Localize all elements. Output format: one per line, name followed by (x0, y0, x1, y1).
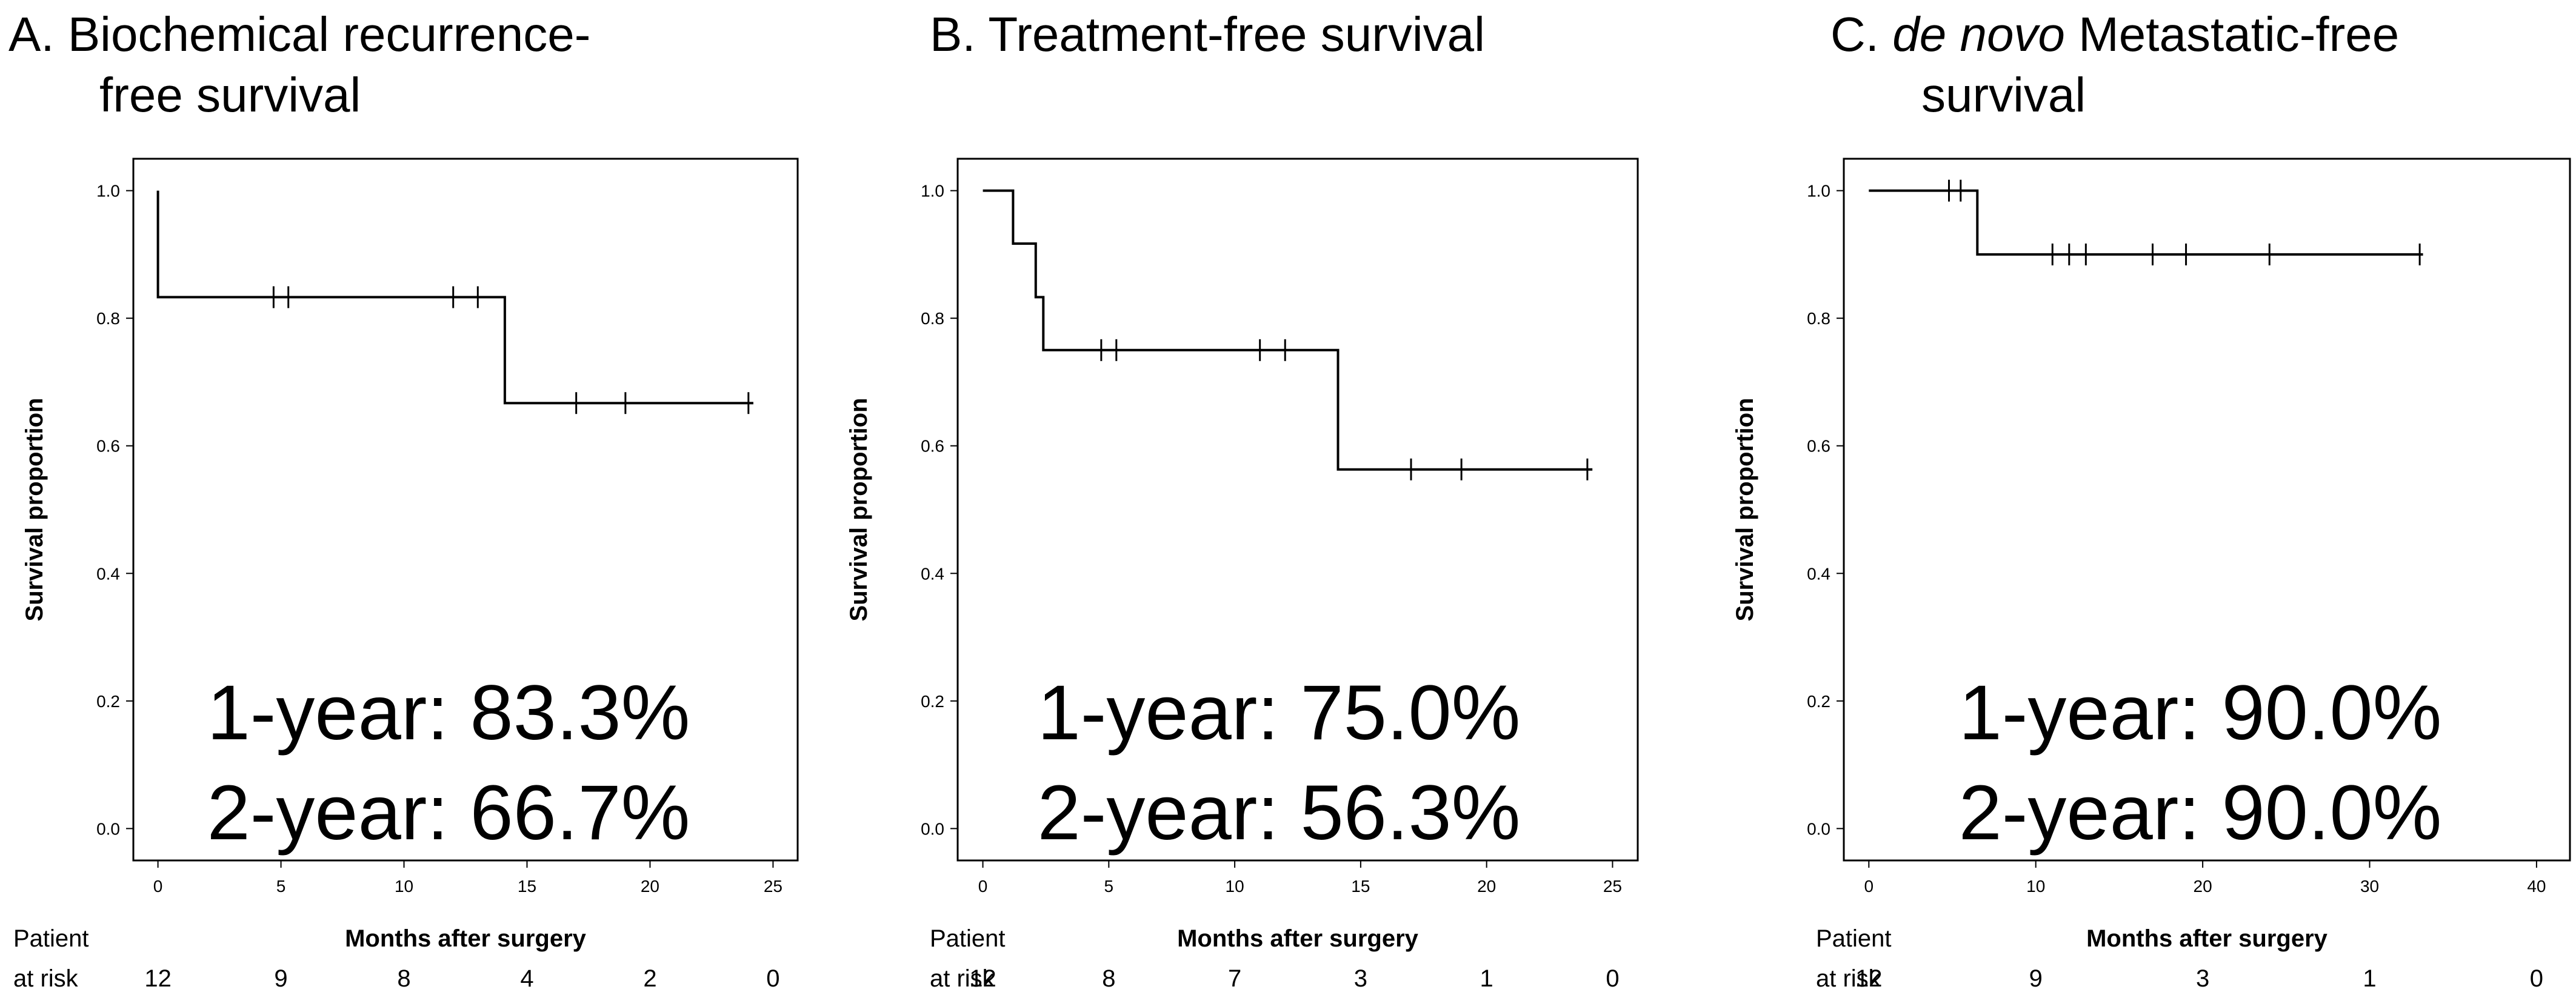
at-risk-count: 12 (144, 965, 172, 992)
x-tick-label: 0 (1864, 877, 1874, 896)
risk-header-line1: Patient (13, 925, 89, 952)
x-tick-label: 10 (2026, 877, 2045, 896)
panel-title-italic: de novo (1892, 7, 2065, 61)
at-risk-count: 0 (1606, 965, 1619, 992)
y-tick-label: 0.8 (1807, 309, 1830, 328)
at-risk-count: 9 (2029, 965, 2043, 992)
y-tick-label: 0.4 (1807, 564, 1830, 583)
y-tick-label: 0.2 (96, 692, 120, 711)
at-risk-count: 3 (2196, 965, 2209, 992)
y-tick-label: 0.2 (921, 692, 944, 711)
risk-header-line2: at risk (930, 965, 995, 992)
two-year-estimate: 2-year: 66.7% (207, 770, 690, 856)
x-tick-label: 30 (2360, 877, 2379, 896)
x-tick-label: 20 (2194, 877, 2212, 896)
at-risk-count: 8 (1102, 965, 1115, 992)
x-tick-label: 20 (1477, 877, 1496, 896)
x-tick-label: 0 (153, 877, 163, 896)
at-risk-count: 1 (1480, 965, 1493, 992)
panel-title: B. Treatment-free survival (930, 7, 1485, 61)
y-tick-label: 1.0 (96, 182, 120, 201)
at-risk-count: 2 (643, 965, 656, 992)
plot-frame (1843, 158, 2571, 862)
y-tick-label: 0.0 (921, 819, 944, 838)
panel-label: A. (8, 7, 68, 61)
one-year-estimate: 1-year: 83.3% (207, 670, 690, 756)
survival-curve (1869, 189, 2423, 256)
x-tick-label: 5 (1104, 877, 1114, 896)
x-tick-label: 25 (1603, 877, 1622, 896)
survival-curve (156, 190, 753, 405)
x-tick-label: 5 (276, 877, 286, 896)
y-tick-label: 0.0 (1807, 819, 1830, 838)
km-panel-1: A. Biochemical recurrence-free survival 0… (8, 7, 799, 992)
risk-header-line1: Patient (1816, 925, 1892, 952)
y-tick-label: 1.0 (921, 182, 944, 201)
x-tick-label: 40 (2527, 877, 2546, 896)
panel-title-text: Biochemical recurrence- (68, 7, 591, 61)
at-risk-count: 9 (274, 965, 287, 992)
x-axis-label: Months after surgery (2086, 925, 2328, 952)
at-risk-count: 12 (1855, 965, 1883, 992)
y-tick-label: 0.4 (96, 564, 120, 583)
y-axis-label: Survival proportion (1732, 398, 1758, 622)
at-risk-count: 0 (766, 965, 779, 992)
panel-title-line2: free survival (99, 68, 361, 122)
risk-header-line1: Patient (930, 925, 1006, 952)
x-tick-label: 0 (978, 877, 988, 896)
at-risk-count: 4 (520, 965, 533, 992)
plot-frame (132, 158, 799, 862)
at-risk-count: 1 (2363, 965, 2376, 992)
at-risk-count: 0 (2530, 965, 2543, 992)
y-tick-label: 0.6 (96, 437, 120, 456)
y-tick-label: 0.6 (921, 437, 944, 456)
km-panel-3: C. de novo Metastatic-free survival 0.0 0.2… (1732, 7, 2571, 992)
two-year-estimate: 2-year: 56.3% (1038, 770, 1521, 856)
panel-title-text: Metastatic-free (2065, 7, 2399, 61)
panel-title-line2: survival (1921, 68, 2086, 122)
at-risk-count: 7 (1228, 965, 1241, 992)
one-year-estimate: 1-year: 75.0% (1038, 670, 1521, 756)
panel-title-text: Treatment-free survival (988, 7, 1485, 61)
panel-title: C. de novo Metastatic-free (1830, 7, 2399, 61)
y-tick-label: 0.0 (96, 819, 120, 838)
plot-frame (956, 158, 1639, 862)
at-risk-count: 8 (397, 965, 410, 992)
panel-label: B. (930, 7, 988, 61)
y-axis-label: Survival proportion (21, 398, 48, 622)
risk-header-line2: at risk (1816, 965, 1881, 992)
x-tick-label: 25 (764, 877, 782, 896)
x-axis-label: Months after surgery (1177, 925, 1419, 952)
at-risk-count: 12 (969, 965, 996, 992)
y-tick-label: 0.6 (1807, 437, 1830, 456)
x-tick-label: 15 (1351, 877, 1370, 896)
y-axis-label: Survival proportion (846, 398, 872, 622)
risk-header-line2: at risk (13, 965, 79, 992)
panel-label: C. (1830, 7, 1892, 61)
y-tick-label: 0.4 (921, 564, 944, 583)
at-risk-count: 3 (1354, 965, 1367, 992)
x-tick-label: 10 (395, 877, 413, 896)
x-tick-label: 10 (1226, 877, 1244, 896)
km-panel-2: B. Treatment-free survival 0.0 0.2 0.4 0.6 0.… (846, 7, 1639, 992)
y-tick-label: 0.8 (921, 309, 944, 328)
x-axis-label: Months after surgery (345, 925, 587, 952)
y-tick-label: 0.2 (1807, 692, 1830, 711)
panel-title: A. Biochemical recurrence- (8, 7, 590, 61)
two-year-estimate: 2-year: 90.0% (1959, 770, 2442, 856)
y-tick-label: 1.0 (1807, 182, 1830, 201)
one-year-estimate: 1-year: 90.0% (1959, 670, 2442, 756)
x-tick-label: 15 (518, 877, 536, 896)
y-tick-label: 0.8 (96, 309, 120, 328)
x-tick-label: 20 (641, 877, 659, 896)
survival-curve (983, 189, 1593, 471)
